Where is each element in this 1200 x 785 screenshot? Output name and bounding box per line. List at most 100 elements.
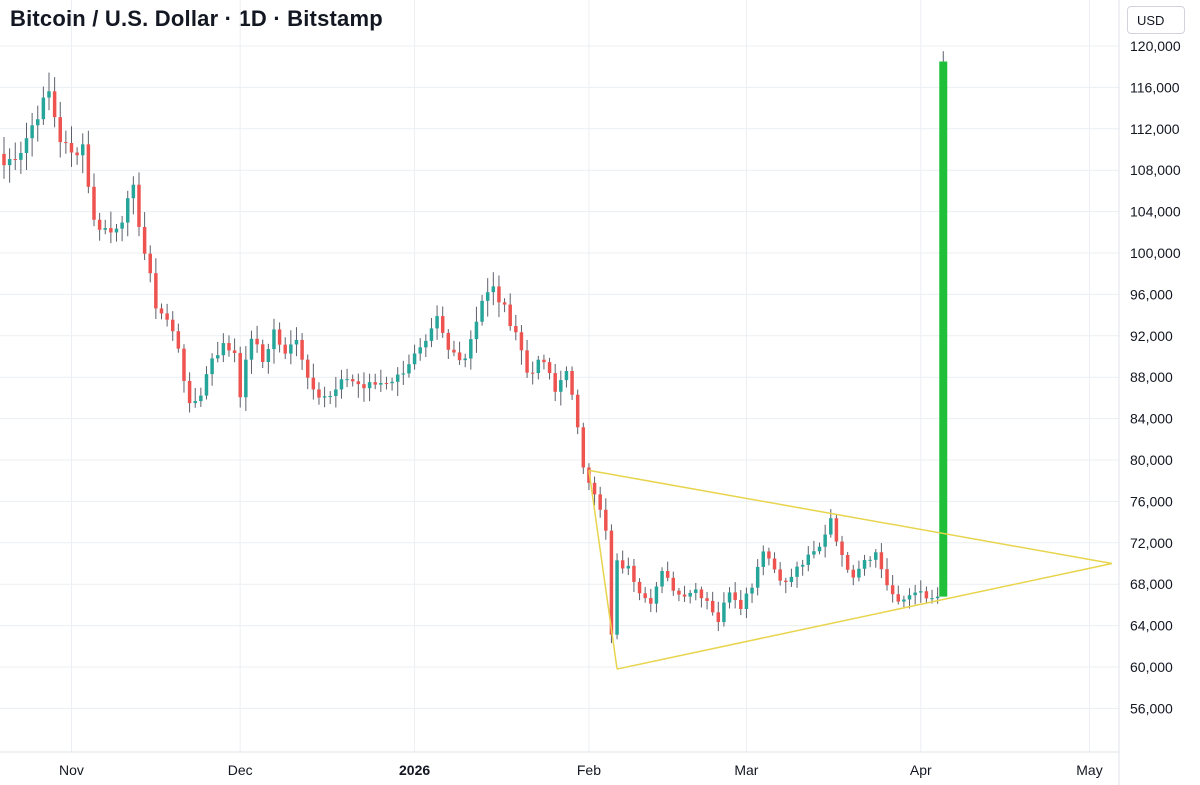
candle-up <box>47 91 51 98</box>
candle-down <box>530 372 535 374</box>
candle-up <box>474 321 479 340</box>
candle-down <box>170 319 175 332</box>
candle-up <box>727 592 732 603</box>
candle-down <box>772 558 777 570</box>
candle-down <box>159 308 164 314</box>
candle-up <box>660 571 664 587</box>
candle-up <box>120 222 124 229</box>
candle-down <box>705 598 709 601</box>
price-tick-label: 116,000 <box>1130 79 1180 95</box>
candle-up <box>907 595 912 600</box>
candle-up <box>559 380 563 392</box>
candle-down <box>64 142 68 144</box>
candle-down <box>148 253 152 274</box>
candle-down <box>277 329 282 345</box>
price-tick-label: 68,000 <box>1130 576 1173 592</box>
candle-down <box>69 143 74 153</box>
candle-up <box>294 339 299 345</box>
price-tick-label: 96,000 <box>1130 286 1173 302</box>
candle-down <box>52 91 57 118</box>
time-tick-label: Apr <box>910 762 932 778</box>
candle-down <box>75 152 79 156</box>
candle-up <box>913 592 917 596</box>
candle-down <box>665 571 670 578</box>
candle-up <box>874 552 878 560</box>
candle-up <box>744 593 749 609</box>
candle-down <box>154 273 158 309</box>
candle-down <box>362 384 366 389</box>
candle-down <box>260 344 265 363</box>
price-tick-label: 80,000 <box>1130 452 1173 468</box>
candle-up <box>418 347 422 354</box>
candle-up <box>902 599 906 602</box>
price-tick-label: 88,000 <box>1130 369 1173 385</box>
candle-up <box>390 381 394 384</box>
price-axis[interactable]: 56,000 60,000 64,000 68,000 72,000 76,000 80,0… <box>1130 38 1181 716</box>
candle-up <box>750 587 754 594</box>
candle-down <box>165 313 169 320</box>
candle-down <box>896 594 901 602</box>
candle-down <box>508 304 512 327</box>
candle-down <box>784 580 788 583</box>
candle-up <box>367 382 372 389</box>
candle-up <box>626 565 631 569</box>
candle-down <box>238 353 242 398</box>
price-tick-label: 92,000 <box>1130 328 1173 344</box>
candle-down <box>682 594 687 597</box>
candle-down <box>671 577 676 591</box>
candle-up <box>688 592 692 597</box>
candle-down <box>300 339 304 360</box>
candle-down <box>710 600 715 613</box>
candle-down <box>924 591 929 599</box>
candle-up <box>429 328 434 341</box>
currency-selector[interactable]: USD <box>1127 6 1185 34</box>
triangle-left-line <box>588 470 618 670</box>
candle-up <box>935 596 940 599</box>
candle-up <box>401 373 406 375</box>
candle-down <box>575 394 580 428</box>
time-axis[interactable]: Nov Dec 2026 Feb Mar Apr May <box>59 762 1103 778</box>
drawings <box>588 51 1113 670</box>
candle-up <box>131 184 136 199</box>
candle-up <box>244 359 248 398</box>
candle-up <box>125 198 130 223</box>
candle-up <box>379 383 383 385</box>
candle-up <box>469 339 473 359</box>
candle-down <box>525 350 529 373</box>
price-tick-label: 108,000 <box>1130 162 1181 178</box>
candle-down <box>581 427 586 468</box>
candle-down <box>851 569 856 578</box>
candle-up <box>36 119 40 126</box>
candle-down <box>885 569 889 586</box>
candle-down <box>609 530 614 635</box>
candle-up <box>80 144 85 156</box>
candle-down <box>604 509 608 531</box>
candle-down <box>570 370 574 395</box>
candle-down <box>232 350 237 354</box>
candle-down <box>176 331 181 349</box>
triangle-lower-line <box>616 562 1113 670</box>
time-tick-label: Mar <box>734 762 758 778</box>
candle-down <box>514 326 518 333</box>
price-tick-label: 72,000 <box>1130 535 1173 551</box>
candle-up <box>322 396 327 398</box>
candle-down <box>97 219 102 230</box>
candle-up <box>334 389 338 396</box>
candle-up <box>193 401 197 404</box>
candle-down <box>677 590 681 595</box>
candle-up <box>862 560 867 569</box>
candle-up <box>215 355 220 359</box>
candle-down <box>767 551 771 559</box>
candle-up <box>823 534 827 547</box>
candle-down <box>356 381 361 385</box>
candle-up <box>491 286 496 293</box>
candle-down <box>2 153 6 166</box>
candle-down <box>632 565 636 582</box>
candle-down <box>58 117 62 143</box>
candle-down <box>699 589 704 599</box>
candle-down <box>834 518 839 542</box>
candle-up <box>694 589 698 593</box>
candle-up <box>789 576 794 583</box>
projection-bar <box>939 61 948 597</box>
